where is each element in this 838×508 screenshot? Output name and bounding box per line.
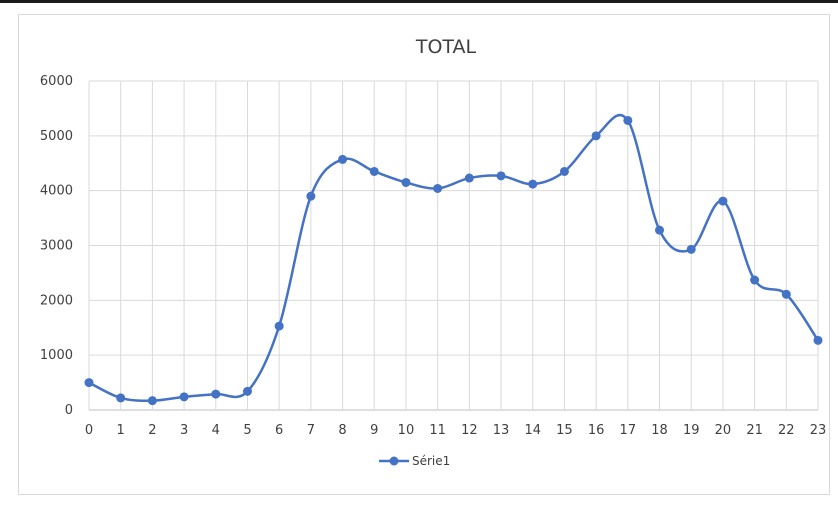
- data-point: [750, 275, 760, 285]
- legend-label: Série1: [412, 454, 450, 468]
- x-tick-label: 9: [370, 423, 378, 438]
- data-point: [781, 289, 791, 299]
- data-point: [655, 225, 665, 235]
- data-point: [433, 183, 443, 193]
- x-tick-label: 0: [85, 423, 93, 438]
- data-point: [211, 389, 221, 399]
- x-tick-label: 12: [461, 423, 478, 438]
- x-tick-label: 20: [715, 423, 732, 438]
- x-tick-label: 16: [588, 423, 605, 438]
- x-tick-label: 14: [524, 423, 541, 438]
- data-point: [623, 115, 633, 125]
- x-tick-label: 13: [493, 423, 510, 438]
- x-tick-label: 5: [243, 423, 251, 438]
- x-tick-label: 1: [117, 423, 125, 438]
- legend-marker: [389, 456, 399, 466]
- gridlines: [88, 80, 819, 411]
- data-point: [179, 392, 189, 402]
- x-tick-label: 18: [651, 423, 668, 438]
- data-point: [528, 179, 538, 189]
- data-point: [84, 378, 94, 388]
- legend: Série1: [379, 454, 450, 468]
- data-point: [401, 177, 411, 187]
- y-tick-label: 2000: [40, 293, 73, 308]
- data-point: [591, 131, 601, 141]
- y-tick-label: 4000: [40, 184, 73, 199]
- data-point: [496, 171, 506, 181]
- data-point: [274, 321, 284, 331]
- data-point: [242, 386, 252, 396]
- x-tick-label: 17: [620, 423, 637, 438]
- x-tick-label: 19: [683, 423, 700, 438]
- x-tick-label: 3: [180, 423, 188, 438]
- data-point: [369, 166, 379, 176]
- series-layer: [84, 113, 823, 406]
- y-tick-label: 1000: [40, 348, 73, 363]
- y-tick-label: 0: [65, 403, 73, 418]
- data-point: [686, 244, 696, 254]
- x-tick-label: 22: [778, 423, 795, 438]
- x-tick-label: 2: [148, 423, 156, 438]
- x-axis-ticks: 0 1 2 3 4 5 6 7 8 9 10 11 12 13 14 15 16 17 18 19 20 21 22 23: [85, 423, 826, 438]
- x-tick-label: 15: [556, 423, 573, 438]
- data-point: [306, 191, 316, 201]
- x-tick-label: 7: [307, 423, 315, 438]
- data-point: [147, 396, 157, 406]
- data-point: [813, 335, 823, 345]
- x-tick-label: 4: [212, 423, 220, 438]
- data-point: [718, 196, 728, 206]
- y-tick-label: 6000: [40, 74, 73, 89]
- data-point: [559, 166, 569, 176]
- x-tick-label: 10: [398, 423, 415, 438]
- data-point: [464, 173, 474, 183]
- data-point: [116, 393, 126, 403]
- x-tick-label: 23: [810, 423, 827, 438]
- y-axis-ticks: 0 1000 2000 3000 4000 5000 6000: [40, 74, 73, 418]
- data-point: [338, 154, 348, 164]
- x-tick-label: 11: [429, 423, 446, 438]
- x-tick-label: 21: [746, 423, 763, 438]
- top-border: [0, 0, 838, 3]
- y-tick-label: 5000: [40, 129, 73, 144]
- x-tick-label: 6: [275, 423, 283, 438]
- chart-title: TOTAL: [415, 36, 477, 58]
- y-tick-label: 3000: [40, 239, 73, 254]
- series-line: [87, 113, 820, 403]
- x-tick-label: 8: [338, 423, 346, 438]
